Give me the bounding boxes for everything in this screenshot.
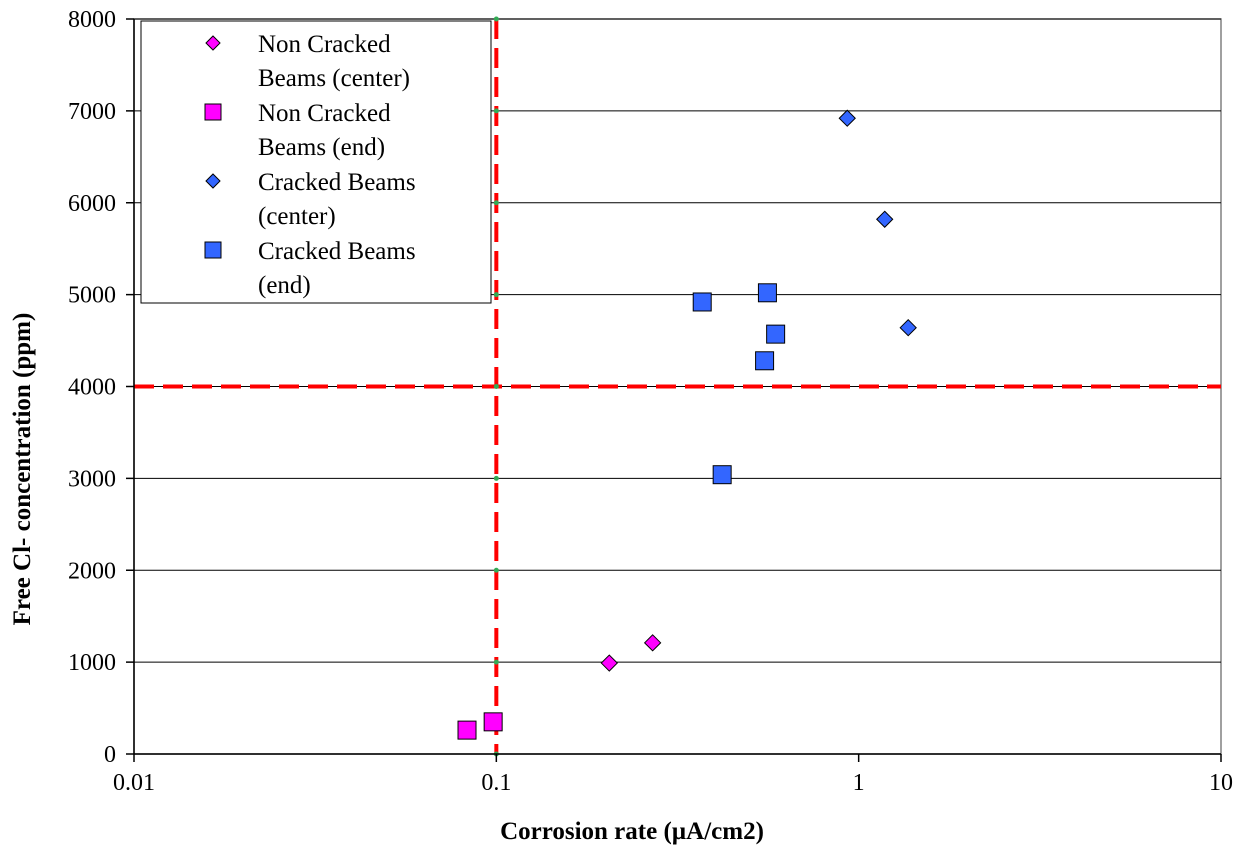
tick-labels: 0 1000 2000 3000 4000 5000 6000 7000 8000 0.01 0.1… — [68, 7, 1233, 796]
diamond-point — [876, 210, 894, 228]
axes — [126, 18, 1222, 762]
data-points — [457, 109, 917, 740]
vertical-line-marker — [493, 200, 499, 206]
y-tick-label: 0 — [104, 742, 116, 768]
legend-label: (end) — [258, 272, 311, 299]
threshold-lines — [134, 16, 1221, 757]
y-axis-title: Free Cl- concentration (ppm) — [9, 313, 36, 626]
legend-label: Cracked Beams — [258, 238, 416, 265]
legend-marker — [204, 241, 222, 259]
diamond-point — [643, 634, 662, 652]
y-tick-label: 6000 — [68, 191, 116, 217]
vertical-line-marker — [493, 292, 499, 298]
square-point — [692, 292, 712, 312]
legend-marker — [205, 173, 221, 189]
vertical-line-marker — [493, 108, 499, 114]
diamond-point — [899, 318, 917, 337]
y-tick-label: 5000 — [68, 283, 116, 309]
y-tick-label: 3000 — [68, 466, 116, 492]
y-tick-label: 8000 — [68, 7, 116, 33]
x-tick-label: 10 — [1209, 770, 1233, 796]
x-tick-label: 1 — [853, 770, 865, 796]
square-point — [457, 720, 477, 740]
vertical-line-marker — [493, 659, 499, 665]
x-tick-label: 0.1 — [481, 770, 511, 796]
vertical-line-marker — [493, 384, 499, 389]
legend-label: (center) — [258, 203, 336, 230]
diamond-point — [600, 654, 618, 672]
y-tick-label: 7000 — [68, 99, 116, 125]
square-point — [755, 351, 775, 371]
vertical-line-marker — [493, 16, 499, 22]
x-axis-title: Corrosion rate (µA/cm2) — [500, 818, 764, 845]
square-point — [712, 465, 732, 485]
legend-label: Non Cracked — [258, 31, 391, 58]
legend-label: Beams (end) — [258, 134, 385, 161]
diamond-point — [838, 109, 856, 127]
legend-marker — [205, 35, 221, 51]
square-point — [757, 283, 777, 303]
y-tick-label: 2000 — [68, 558, 116, 584]
square-point — [483, 712, 503, 732]
legend-label: Non Cracked — [258, 100, 391, 127]
square-point — [766, 324, 786, 344]
legend-label: Cracked Beams — [258, 169, 416, 196]
legend-label: Beams (center) — [258, 65, 410, 92]
legend-box — [140, 20, 492, 304]
y-tick-label: 1000 — [68, 650, 116, 676]
vertical-line-marker — [493, 475, 499, 481]
x-tick-label: 0.01 — [113, 770, 155, 796]
y-tick-label: 4000 — [68, 375, 116, 401]
legend: Non Cracked Beams (center) Non Cracked Beam… — [140, 20, 492, 304]
legend-marker — [204, 103, 222, 121]
vertical-line-marker — [493, 567, 499, 573]
